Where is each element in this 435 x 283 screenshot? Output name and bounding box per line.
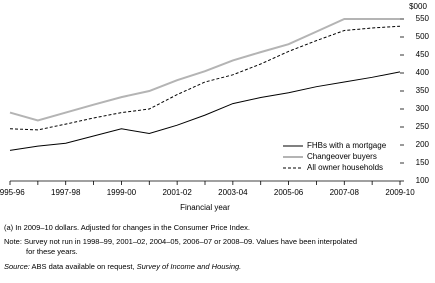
x-tick-label: 2001-02	[162, 188, 192, 197]
legend-label: Changeover buyers	[307, 152, 377, 161]
y-tick-label: 500	[416, 32, 430, 41]
source: Source: ABS data available on request, S…	[4, 262, 241, 271]
y-tick-label: 400	[416, 68, 430, 77]
y-tick-label: 250	[416, 122, 430, 131]
x-axis-title: Financial year	[180, 203, 230, 212]
x-tick-label: 2009-10	[385, 188, 415, 197]
source-title: Survey of Income and Housing.	[137, 262, 242, 271]
note: (a) In 2009–10 dollars. Adjusted for cha…	[4, 223, 250, 232]
line-series	[9, 71, 401, 151]
note: Note: Survey not run in 1998–99, 2001–02…	[4, 237, 357, 246]
y-tick-label: 450	[416, 50, 430, 59]
x-tick-label: 2007-08	[330, 188, 360, 197]
y-tick-label: 550	[416, 14, 430, 23]
y-tick-label: 100	[416, 176, 430, 185]
y-tick-label: 150	[416, 158, 430, 167]
x-tick-label: 1999-00	[107, 188, 137, 197]
line-series	[9, 25, 401, 131]
y-tick-label: 350	[416, 86, 430, 95]
y-unit: $000	[409, 2, 427, 11]
legend-label: All owner households	[307, 163, 383, 172]
legend-label: FHBs with a mortgage	[307, 141, 387, 150]
source-label: Source:	[4, 262, 30, 271]
x-tick-label: 2005-06	[274, 188, 304, 197]
x-tick-label: 1997-98	[51, 188, 81, 197]
x-tick-label: 2003-04	[218, 188, 248, 197]
source-text: ABS data available on request,	[30, 262, 137, 271]
line-series	[9, 18, 400, 122]
note: for these years.	[26, 247, 78, 256]
x-tick-label: 1995-96	[0, 188, 25, 197]
y-tick-label: 300	[416, 104, 430, 113]
y-tick-label: 200	[416, 140, 430, 149]
